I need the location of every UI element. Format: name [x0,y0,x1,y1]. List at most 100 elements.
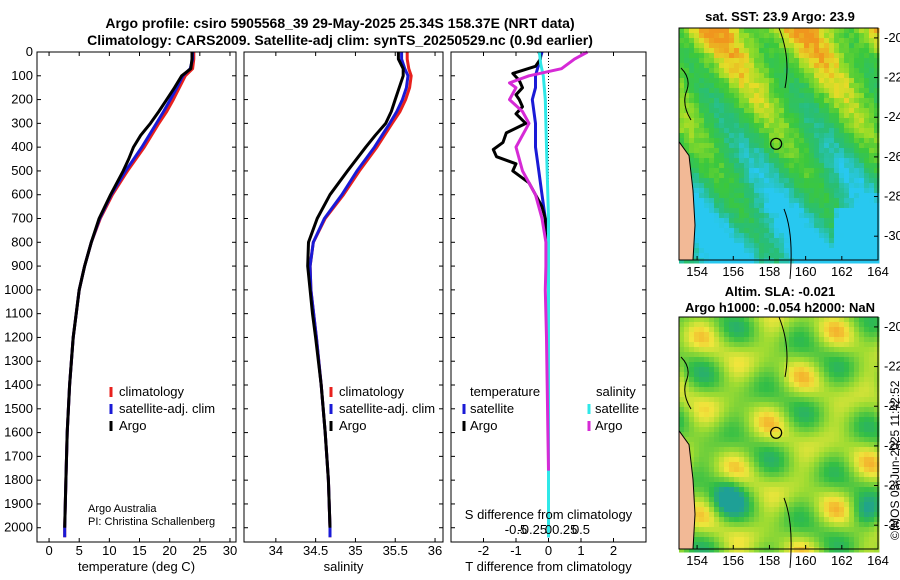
x-tick-label: 5 [76,543,83,558]
y-tick-label: 200 [11,92,33,107]
map-y-tick-label: -28 [884,478,900,493]
y-tick-label: 1800 [4,472,33,487]
map-y-tick-label: -22 [884,359,900,374]
plot-frame [243,51,444,543]
legend-label: climatology [119,384,185,399]
y-tick-label: 400 [11,139,33,154]
map-y-tick-label: -20 [884,30,900,45]
map-y-tick-label: -30 [884,517,900,532]
y-tick-label: 600 [11,187,33,202]
s-tick-label: -0.25 [517,522,547,537]
coastline-contour [680,27,792,280]
legend-label: climatology [339,384,405,399]
map-x-tick-label: 160 [795,264,817,279]
series-line-s-argo [508,50,589,471]
legend-label: satellite [595,401,639,416]
map-x-tick-label: 158 [759,264,781,279]
legend-header: temperature [470,384,540,399]
map-x-tick-label: 162 [831,553,853,568]
map-x-tick-label: 164 [867,553,889,568]
legend-label: satellite-adj. clim [119,401,215,416]
s-axis-label: S difference from climatology [465,507,633,522]
series-line-argo [306,52,405,528]
series-line-climatology [308,52,413,538]
credit-text: Argo Australia [88,503,157,515]
sst-map-title: sat. SST: 23.9 Argo: 23.9 [705,9,855,24]
map-x-tick-label: 154 [686,264,708,279]
y-tick-label: 1900 [4,496,33,511]
s-tick-label: 0.25 [552,522,577,537]
x-tick-label: 2 [610,543,617,558]
x-tick-label: 35.5 [383,543,408,558]
y-tick-label: 1700 [4,448,33,463]
legend-label: Argo [470,418,497,433]
y-tick-label: 1300 [4,353,33,368]
y-tick-label: 1100 [5,306,33,321]
panel-temperature [36,51,237,543]
legend-label: Argo [595,418,622,433]
y-tick-label: 1000 [4,282,33,297]
sla-map-title-line1: Altim. SLA: -0.021 [724,284,836,299]
map-x-tick-label: 162 [831,264,853,279]
x-tick-label: 35 [348,543,362,558]
map-y-tick-label: -24 [884,398,900,413]
panel-salinity [243,51,444,543]
s-tick-label: 0 [545,522,552,537]
map-y-tick-label: -26 [884,438,900,453]
y-tick-label: 100 [11,68,33,83]
plot-frame [450,51,647,543]
map-x-tick-label: 154 [686,553,708,568]
s-tick-label: -0.5 [505,522,527,537]
legend-label: Argo [119,418,146,433]
x-tick-label: 0 [545,543,552,558]
legend-header: salinity [596,384,636,399]
map-x-tick-label: 156 [722,264,744,279]
map-y-tick-label: -20 [884,319,900,334]
x-axis-label: salinity [324,559,364,574]
x-axis-label: temperature (deg C) [78,559,195,574]
map-x-tick-label: 160 [795,553,817,568]
map-y-tick-label: -28 [884,189,900,204]
figure-title-line1: Argo profile: csiro 5905568_39 29-May-20… [105,15,575,31]
sla-map-title-line2: Argo h1000: -0.054 h2000: NaN [684,300,876,315]
x-tick-label: 1 [577,543,584,558]
series-line-satellite-adj-clim [63,52,195,538]
x-tick-label: 0 [45,543,52,558]
map-y-tick-label: -30 [884,228,900,243]
series-line-climatology [63,52,196,538]
x-tick-label: 30 [223,543,237,558]
argo-position-marker [770,426,783,439]
map-x-tick-label: 164 [867,264,889,279]
series-line-argo [63,52,194,528]
x-tick-label: 36 [428,543,442,558]
x-tick-label: 15 [132,543,146,558]
x-tick-label: -2 [478,543,490,558]
legend-label: satellite [470,401,514,416]
x-tick-label: 34 [269,543,283,558]
y-tick-label: 1400 [4,377,33,392]
x-axis-label: T difference from climatology [465,559,632,574]
legend-label: satellite-adj. clim [339,401,435,416]
map-frame [678,27,879,261]
x-tick-label: -1 [510,543,522,558]
map-y-tick-label: -22 [884,70,900,85]
y-tick-label: 500 [11,163,33,178]
credit-text: PI: Christina Schallenberg [88,516,215,528]
y-tick-label: 0 [26,44,33,59]
sla-map [678,316,880,569]
legend-label: Argo [339,418,366,433]
argo-position-marker [770,137,783,150]
figure-title-line2: Climatology: CARS2009. Satellite-adj cli… [87,32,593,48]
map-y-tick-label: -24 [884,109,900,124]
map-y-tick-label: -26 [884,149,900,164]
y-tick-label: 900 [11,258,33,273]
panel-difference [450,50,647,543]
y-tick-label: 2000 [4,520,33,535]
sst-map [678,27,880,280]
map-x-tick-label: 156 [722,553,744,568]
x-tick-label: 25 [193,543,207,558]
series-line-satellite-adj-clim [308,52,410,538]
coastline-contour [680,316,792,569]
y-tick-label: 1200 [4,329,33,344]
